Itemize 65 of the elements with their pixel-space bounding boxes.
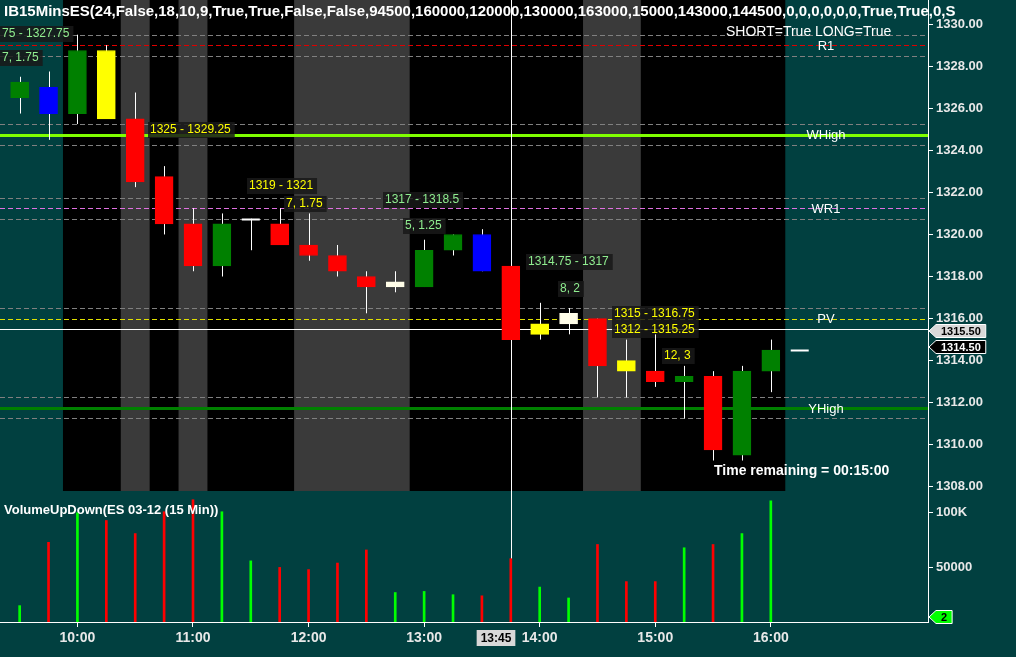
y-tick-label: 1316.00 <box>936 310 983 326</box>
bar <box>596 544 599 622</box>
x-tick-label: 15:00 <box>637 629 674 646</box>
annotation: 1312 - 1315.25 <box>614 322 696 337</box>
candlestick <box>270 207 289 246</box>
bar <box>567 597 570 622</box>
x-tick-label: 13:00 <box>406 629 443 646</box>
y-tick-label: 1312.00 <box>936 394 983 410</box>
annotation: 7, 1.75 <box>2 50 40 65</box>
x-tick-label: 12:00 <box>290 629 327 646</box>
bar <box>769 500 773 622</box>
annotation: 1325 - 1329.25 <box>150 122 232 137</box>
y-tick-label: 1324.00 <box>936 141 983 157</box>
bar <box>307 569 310 622</box>
x-tick-label: 10:00 <box>59 629 96 646</box>
annotation: Time remaining = 00:15:00 <box>714 461 890 478</box>
annotation: 7, 1.75 <box>286 196 324 211</box>
y-tick-label: 1322.00 <box>936 183 983 199</box>
x-tick-label: 16:00 <box>752 629 789 646</box>
bar <box>336 562 339 622</box>
bar <box>278 567 281 622</box>
y-tick-label: 1310.00 <box>936 436 983 452</box>
candlestick <box>240 218 261 251</box>
y-tick-label: 100K <box>936 504 968 520</box>
y-tick-label: 50000 <box>936 558 973 574</box>
candlestick <box>617 339 636 398</box>
bar <box>393 592 397 622</box>
x-tick-label: 14:00 <box>521 629 558 646</box>
y-tick-label: 1328.00 <box>936 57 983 73</box>
annotation: 1317 - 1318.5 <box>385 192 460 207</box>
bar <box>653 581 657 622</box>
candlestick <box>357 270 376 314</box>
x-tick-label: 11:00 <box>175 629 211 646</box>
bar <box>365 549 368 622</box>
annotation: 12, 3 <box>664 348 692 363</box>
text: 1314.50 <box>941 341 981 354</box>
annotation: SHORT=True LONG=True <box>726 22 892 39</box>
annotation: 1314.75 - 1317 <box>528 254 610 269</box>
y-tick-label: 1318.00 <box>936 268 983 284</box>
text: 2 <box>941 611 948 624</box>
bar <box>47 541 50 622</box>
bar <box>104 520 108 622</box>
ref-line-label: WR1 <box>811 200 841 216</box>
annotation: 5, 1.25 <box>405 218 443 233</box>
candlestick <box>761 339 781 393</box>
candlestick <box>645 333 665 388</box>
annotation: 1319 - 1321 <box>249 178 314 193</box>
candlestick <box>385 270 405 293</box>
bar <box>133 533 137 622</box>
y-tick-label: 1326.00 <box>936 99 983 115</box>
bar <box>18 605 21 622</box>
bar <box>625 581 628 622</box>
ref-line-label: YHigh <box>808 400 844 416</box>
text: 13:45 <box>480 631 512 646</box>
candlestick <box>299 212 318 262</box>
annotation: 75 - 1327.75 <box>2 26 70 41</box>
bar <box>509 558 513 622</box>
bar <box>249 560 253 622</box>
y-tick-label: 1308.00 <box>936 478 983 494</box>
y-tick-label: 1314.00 <box>936 352 983 368</box>
annotation: 8, 2 <box>560 281 581 296</box>
bar <box>538 586 542 622</box>
y-tick-label: 1320.00 <box>936 226 983 242</box>
text: 1315.50 <box>941 325 981 338</box>
annotation: 1315 - 1316.75 <box>614 306 696 321</box>
